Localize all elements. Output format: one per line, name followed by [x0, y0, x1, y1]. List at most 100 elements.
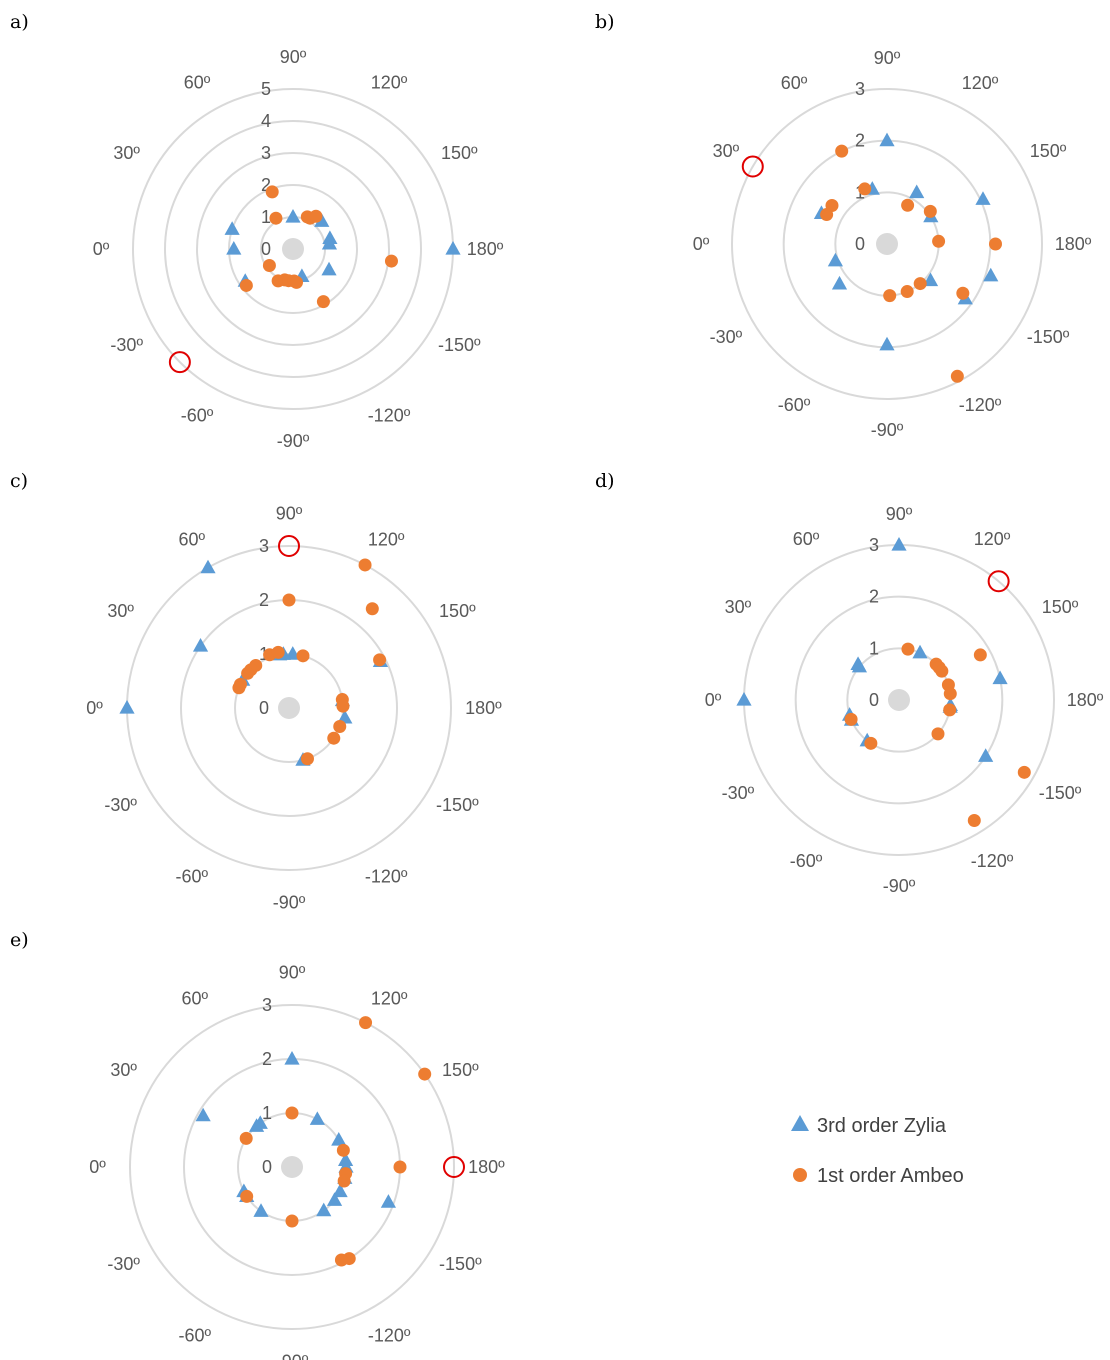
panel-label: c) [10, 470, 28, 492]
angle-label: 150º [1042, 597, 1079, 617]
angle-label: 0º [93, 239, 110, 259]
polar-ring [129, 1004, 455, 1330]
panel-label: a) [10, 11, 29, 33]
angle-label: 180º [1055, 234, 1092, 254]
polar-ring [731, 88, 1043, 400]
panel-label: b) [595, 11, 615, 33]
polar-center [278, 697, 300, 719]
zylia-point [200, 559, 216, 574]
zylia-point [321, 235, 338, 250]
ambeo-point [290, 275, 304, 289]
angle-label: -120º [368, 405, 411, 425]
zylia-point [337, 709, 353, 724]
zylia-point [736, 692, 752, 706]
angle-label: 120º [368, 530, 405, 550]
angle-label: -30º [104, 795, 137, 815]
ring-label: 2 [259, 590, 269, 610]
ring-label: 0 [855, 234, 865, 254]
angle-label: 180º [465, 698, 502, 718]
angle-label: 30º [110, 1060, 137, 1080]
ambeo-point [373, 653, 387, 667]
ambeo-point [365, 602, 379, 616]
ambeo-point [359, 1016, 373, 1030]
target-marker [741, 155, 764, 178]
angle-label: -30º [710, 327, 743, 347]
zylia-point [284, 1051, 300, 1065]
angle-label: -30º [110, 335, 143, 355]
zylia-point [909, 184, 925, 199]
angle-label: 60º [184, 73, 211, 93]
ring-label: 2 [262, 1049, 272, 1069]
ambeo-point [241, 666, 255, 680]
angle-label: 0º [86, 698, 103, 718]
polar-chart-e: e) 0 1 2 3 90º 120º 150º 180º -150º -120º -90º -60º… [10, 929, 505, 1360]
angle-label: 60º [793, 529, 820, 549]
ring-label: 1 [262, 1103, 272, 1123]
zylia-point [380, 1194, 397, 1208]
angle-label: -90º [276, 1351, 309, 1360]
legend-marker-ambeo [793, 1168, 807, 1182]
ambeo-point [935, 664, 949, 678]
ambeo-point [844, 712, 858, 726]
polar-ring [794, 595, 1004, 805]
angle-label: -150º [1027, 327, 1070, 347]
ambeo-point [943, 703, 957, 717]
zylia-point [226, 241, 242, 255]
angle-label: -60º [176, 866, 209, 886]
polar-center [282, 238, 304, 260]
angle-label: -150º [438, 335, 481, 355]
zylia-point [891, 537, 907, 551]
ring-label: 0 [259, 698, 269, 718]
ring-label: 2 [261, 175, 271, 195]
zylia-point [253, 1203, 269, 1217]
angle-label: 60º [781, 73, 808, 93]
legend: 3rd order Zylia 1st order Ambeo [791, 1115, 964, 1187]
ambeo-point [285, 1106, 299, 1120]
ring-label: 0 [261, 239, 271, 259]
ambeo-point [883, 289, 897, 303]
ambeo-point [269, 211, 283, 225]
angle-label: 90º [874, 48, 901, 68]
angle-label: -120º [971, 851, 1014, 871]
ring-label: 3 [261, 143, 271, 163]
ambeo-point [327, 731, 341, 745]
angle-label: -30º [722, 783, 755, 803]
polar-chart-b: b) 012390º120º150º180º-150º-120º-90º-60º… [595, 11, 1092, 440]
ambeo-point [418, 1067, 432, 1081]
angle-label: -90º [883, 876, 916, 896]
ring-label: 3 [262, 995, 272, 1015]
ambeo-point [956, 286, 970, 300]
target-marker [278, 535, 300, 557]
zylia-point [195, 1107, 211, 1122]
ring-label: 0 [262, 1157, 272, 1177]
angle-label: 30º [107, 601, 134, 621]
angle-label: -60º [179, 1325, 212, 1345]
angle-label: 180º [1067, 690, 1104, 710]
angle-label: 120º [974, 529, 1011, 549]
polar-chart-d: d) 0 1 2 3 90º 120º 150º 180º -150º -120º -90º -60º… [595, 470, 1104, 896]
ring-label: 4 [261, 111, 271, 131]
legend-label-ambeo: 1st order Ambeo [817, 1165, 964, 1187]
ambeo-point [336, 699, 350, 713]
angle-label: 90º [280, 47, 307, 67]
angle-label: 90º [279, 963, 306, 983]
ambeo-point [384, 254, 398, 268]
angle-label: 150º [1030, 141, 1067, 161]
ambeo-point [337, 1174, 351, 1188]
polar-center [876, 233, 898, 255]
ambeo-point [232, 681, 246, 695]
ambeo-point [285, 1214, 299, 1228]
angle-label: 60º [181, 989, 208, 1009]
angle-label: -120º [959, 395, 1002, 415]
ambeo-point [931, 727, 945, 741]
polar-ring [164, 120, 422, 378]
ambeo-point [240, 1189, 254, 1203]
ambeo-point [913, 277, 927, 291]
ring-label: 5 [261, 79, 271, 99]
zylia-point [879, 336, 895, 351]
zylia-point [316, 1202, 332, 1217]
angle-label: -60º [778, 395, 811, 415]
zylia-point [992, 670, 1008, 685]
ambeo-point [300, 752, 314, 766]
zylia-point [252, 1115, 268, 1129]
